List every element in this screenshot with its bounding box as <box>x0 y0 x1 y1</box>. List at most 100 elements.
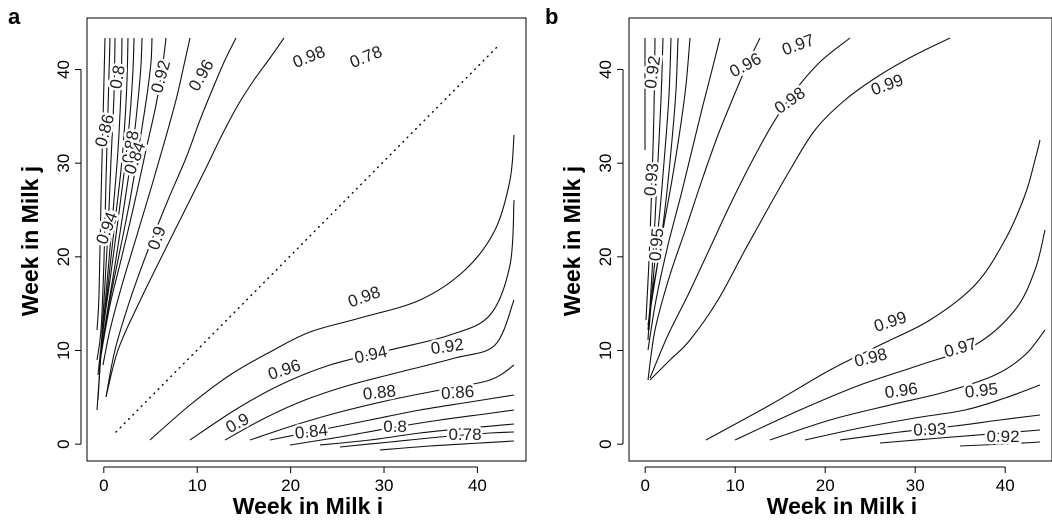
contour-label: 0.99 <box>868 70 906 99</box>
contour-label: 0.95 <box>964 379 999 401</box>
panel-a-y-axis-title: Week in Milk j <box>17 166 43 316</box>
contour-label: 0.98 <box>852 344 889 370</box>
contour-line <box>769 329 1046 441</box>
contour-line <box>249 364 515 441</box>
y-tick-label: 20 <box>54 247 73 266</box>
panel-b-frame <box>628 17 1052 462</box>
contour-line <box>379 440 515 451</box>
contour-line <box>959 441 1041 447</box>
x-tick-label: 30 <box>375 476 394 495</box>
x-tick-label: 10 <box>188 476 207 495</box>
contour-line <box>648 37 672 331</box>
contour-label: 0.92 <box>430 335 465 358</box>
contour-line <box>804 384 1041 441</box>
contour-label: 0.98 <box>771 83 809 118</box>
contour-line <box>647 37 691 326</box>
contour-label: 0.96 <box>884 379 919 402</box>
contour-label: 0.78 <box>347 42 385 72</box>
y-tick-label: 20 <box>596 247 615 266</box>
contour-line <box>269 394 515 441</box>
contour-label: 0.8 <box>106 64 129 91</box>
contour-label: 0.93 <box>913 419 947 439</box>
contour-line <box>100 37 167 356</box>
contour-label: 0.95 <box>646 227 668 262</box>
panel-a-x-axis-title: Week in Milk i <box>233 493 383 519</box>
contour-label: 0.8 <box>383 417 407 436</box>
contour-line <box>647 37 761 381</box>
contour-line <box>224 299 515 441</box>
panel-b-x-axis-title: Week in Milk i <box>767 493 917 519</box>
contour-line <box>102 37 191 366</box>
contour-label: 0.97 <box>942 334 979 361</box>
contour-label: 0.99 <box>872 308 909 336</box>
y-tick-label: 30 <box>54 154 73 173</box>
contour-label: 0.94 <box>353 342 389 367</box>
y-tick-label: 40 <box>54 60 73 79</box>
contour-label: 0.78 <box>448 425 481 444</box>
x-tick-label: 40 <box>468 476 487 495</box>
contour-label: 0.96 <box>726 49 764 81</box>
contour-line <box>289 409 515 446</box>
x-tick-label: 40 <box>996 476 1015 495</box>
y-tick-label: 10 <box>54 341 73 360</box>
contour-line <box>339 431 515 448</box>
contour-line <box>649 37 851 379</box>
contour-line <box>99 37 153 361</box>
contour-label: 0.86 <box>440 382 474 403</box>
contour-line <box>96 37 111 361</box>
y-tick-label: 0 <box>54 439 73 448</box>
contour-line <box>96 37 106 331</box>
contour-line <box>105 37 285 398</box>
y-tick-label: 10 <box>596 341 615 360</box>
contour-label: 0.84 <box>294 420 329 442</box>
panel-b-y-axis-title: Week in Milk j <box>559 166 585 316</box>
contour-line <box>647 37 664 341</box>
contour-line <box>105 37 237 398</box>
panel-b-contours <box>644 37 1046 447</box>
contour-line <box>97 37 135 376</box>
panel-b-letter: b <box>545 4 558 29</box>
panel-a-letter: a <box>8 4 21 29</box>
y-tick-label: 40 <box>596 60 615 79</box>
contour-line <box>734 229 1046 441</box>
contour-line <box>645 37 656 321</box>
contour-label: 0.86 <box>91 112 118 149</box>
contour-label: 0.98 <box>345 282 383 311</box>
contour-line <box>839 414 1041 441</box>
panel-a-contours <box>96 37 515 451</box>
panel-b-contour-labels: 0.92 0.96 0.97 0.98 0.99 0.93 0.95 0.99 0.98 0.97… <box>638 28 1022 449</box>
x-tick-label: 0 <box>640 476 649 495</box>
contour-line <box>189 199 515 441</box>
panel-a-frame <box>86 17 527 462</box>
contour-label: 0.9 <box>223 409 253 437</box>
panel-a-contour-labels: 0.8 0.88 0.92 0.96 0.98 0.78 0.86 0.84 0.94 0.9 0.… <box>89 39 484 446</box>
diagonal-dotted-line <box>115 43 501 433</box>
y-tick-label: 0 <box>596 439 615 448</box>
contour-line <box>319 423 515 446</box>
contour-label: 0.96 <box>266 356 303 384</box>
contour-line <box>649 37 951 381</box>
contour-label: 0.98 <box>290 42 328 72</box>
x-tick-label: 20 <box>816 476 835 495</box>
x-tick-label: 10 <box>726 476 745 495</box>
contour-label: 0.88 <box>362 381 397 403</box>
x-tick-label: 20 <box>281 476 300 495</box>
x-tick-label: 30 <box>906 476 925 495</box>
contour-line <box>100 37 129 351</box>
contour-label: 0.93 <box>641 162 663 197</box>
contour-line <box>647 37 679 331</box>
contour-line <box>647 37 721 351</box>
contour-label: 0.97 <box>779 30 817 59</box>
contour-line <box>879 429 1041 444</box>
x-tick-label: 0 <box>99 476 108 495</box>
y-tick-label: 30 <box>596 154 615 173</box>
panel-b-axes: 0 10 20 30 40 0 10 20 30 40 <box>596 60 1015 495</box>
panel-a-axes: 0 10 20 30 40 0 10 20 30 40 <box>54 60 487 495</box>
contour-label: 0.92 <box>986 427 1019 446</box>
contour-label: 0.92 <box>641 55 664 90</box>
contour-line <box>149 134 515 441</box>
contour-line <box>97 37 116 401</box>
